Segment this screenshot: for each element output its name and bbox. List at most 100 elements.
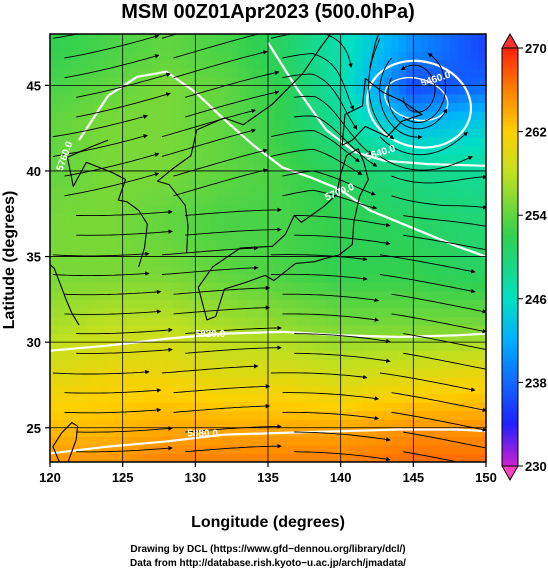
field-cell <box>391 196 400 206</box>
field-cell <box>231 188 240 198</box>
field-cell <box>180 222 189 232</box>
field-cell <box>442 436 451 446</box>
field-cell <box>209 85 218 95</box>
field-cell <box>384 402 393 412</box>
field-cell <box>79 222 87 232</box>
field-cell <box>79 179 87 189</box>
field-cell <box>209 256 218 266</box>
field-cell <box>238 68 247 78</box>
field-cell <box>478 51 486 61</box>
field-cell <box>289 333 298 343</box>
field-cell <box>326 119 334 129</box>
field-cell <box>304 34 313 44</box>
field-cell <box>449 119 458 129</box>
field-cell <box>318 333 327 343</box>
field-cell <box>159 213 167 223</box>
field-cell <box>304 162 313 172</box>
field-cell <box>180 136 189 146</box>
streamline <box>185 424 282 433</box>
field-cell <box>246 427 255 437</box>
field-cell <box>362 119 371 129</box>
field-cell <box>297 367 305 377</box>
field-cell <box>115 205 124 215</box>
field-cell <box>57 222 66 232</box>
field-cell <box>391 316 400 326</box>
colorbar-tick-label: 246 <box>525 292 547 307</box>
field-cell <box>398 290 407 300</box>
field-cell <box>282 136 291 146</box>
field-cell <box>355 196 364 206</box>
field-cell <box>442 402 451 412</box>
field-cell <box>253 179 262 189</box>
field-cell <box>355 436 364 446</box>
field-cell <box>188 427 196 437</box>
field-cell <box>340 205 349 215</box>
field-cell <box>406 128 414 138</box>
field-cell <box>355 410 364 420</box>
field-cell <box>297 436 305 446</box>
field-cell <box>129 316 138 326</box>
field-cell <box>159 384 167 395</box>
field-cell <box>318 85 327 95</box>
field-cell <box>115 265 124 275</box>
field-cell <box>268 51 276 61</box>
field-cell <box>464 436 473 446</box>
field-cell <box>391 342 400 352</box>
field-cell <box>180 384 189 395</box>
field-cell <box>71 102 80 112</box>
field-cell <box>333 162 342 172</box>
field-cell <box>275 402 284 412</box>
field-cell <box>246 213 255 223</box>
field-cell <box>50 239 58 249</box>
x-tick-label: 140 <box>330 470 352 485</box>
field-cell <box>180 436 189 446</box>
field-cell <box>362 359 371 369</box>
field-cell <box>202 427 211 437</box>
field-cell <box>420 93 429 104</box>
field-cell <box>195 85 204 95</box>
field-cell <box>188 34 196 44</box>
field-cell <box>420 367 429 377</box>
field-cell <box>347 230 356 241</box>
field-cell <box>369 102 378 112</box>
field-cell <box>50 205 58 215</box>
field-cell <box>202 239 211 249</box>
streamline <box>368 38 395 140</box>
field-cell <box>209 402 218 412</box>
field-cell <box>100 444 109 455</box>
field-cell <box>326 59 334 69</box>
field-cell <box>413 68 422 78</box>
streamline <box>173 168 268 197</box>
field-cell <box>217 342 225 352</box>
field-cell <box>217 205 225 215</box>
field-cell <box>209 342 218 352</box>
field-cell <box>202 42 211 52</box>
field-cell <box>391 290 400 300</box>
field-cell <box>304 51 313 61</box>
field-cell <box>115 213 124 223</box>
field-cell <box>420 316 429 326</box>
field-cell <box>297 290 305 300</box>
field-cell <box>166 111 175 121</box>
field-cell <box>93 333 102 343</box>
field-cell <box>180 76 189 86</box>
field-cell <box>420 111 429 121</box>
field-cell <box>115 256 124 266</box>
field-cell <box>253 68 262 78</box>
field-cell <box>297 93 305 104</box>
field-cell <box>377 325 385 335</box>
field-cell <box>478 102 486 112</box>
field-cell <box>427 290 436 300</box>
field-cell <box>275 136 284 146</box>
field-cell <box>144 162 153 172</box>
field-cell <box>144 427 153 437</box>
field-cell <box>326 299 334 309</box>
field-cell <box>180 325 189 335</box>
field-cell <box>268 68 276 78</box>
field-cell <box>71 427 80 437</box>
field-cell <box>86 436 95 446</box>
field-cell <box>100 59 109 69</box>
field-cell <box>93 325 102 335</box>
field-cell <box>115 307 124 318</box>
contour-label: 5880.0 <box>187 428 218 439</box>
